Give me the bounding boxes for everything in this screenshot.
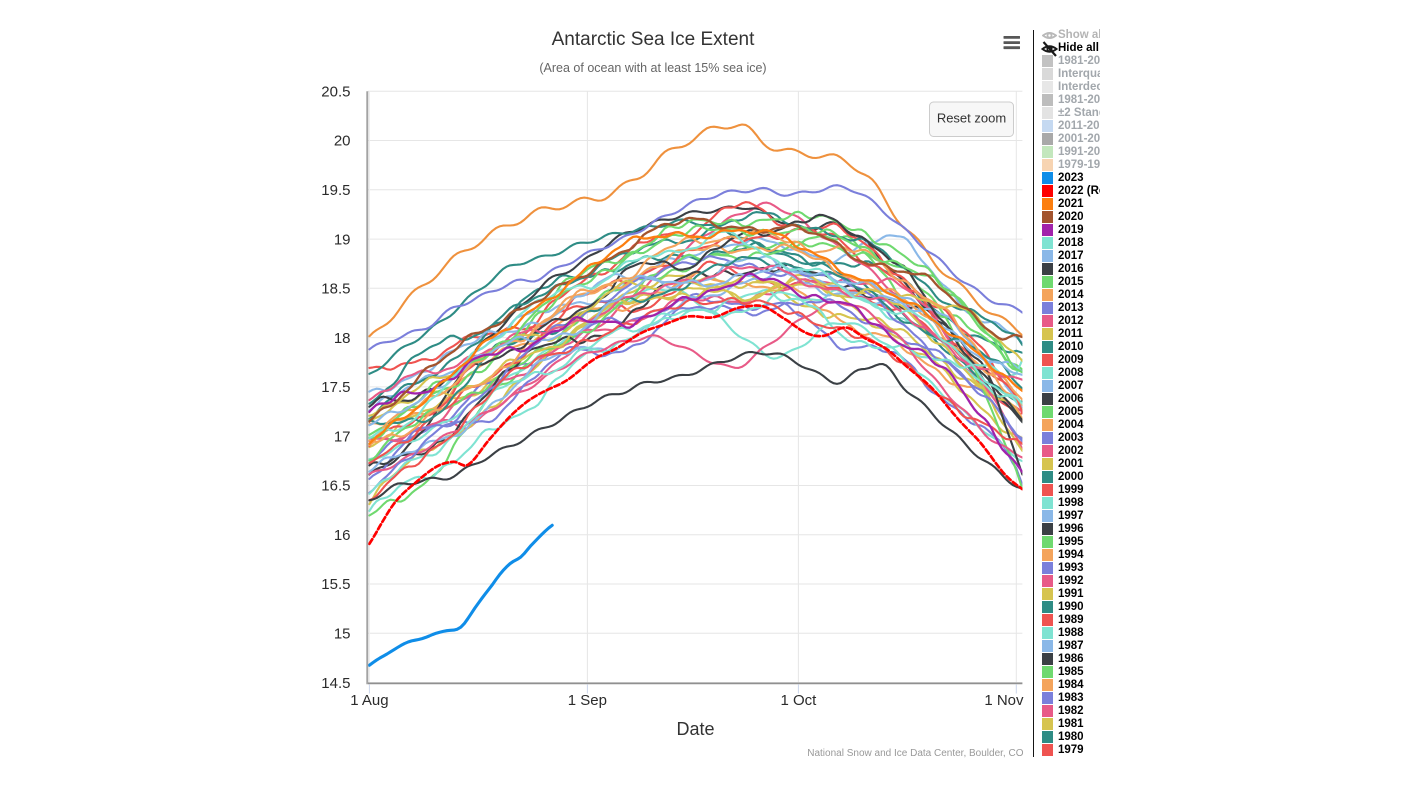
- svg-text:1 Nov: 1 Nov: [984, 692, 1024, 709]
- svg-text:1 Oct: 1 Oct: [780, 692, 817, 709]
- svg-text:Antarctic Sea Ice Extent: Antarctic Sea Ice Extent: [552, 29, 755, 50]
- svg-text:16.5: 16.5: [321, 478, 350, 495]
- svg-text:20.5: 20.5: [321, 83, 350, 100]
- svg-text:18: 18: [334, 330, 351, 347]
- svg-text:18.5: 18.5: [321, 281, 350, 298]
- svg-text:Date: Date: [676, 719, 714, 739]
- svg-text:National Snow and Ice Data Cen: National Snow and Ice Data Center, Bould…: [807, 748, 1023, 759]
- svg-text:19.5: 19.5: [321, 182, 350, 199]
- svg-text:Reset zoom: Reset zoom: [937, 111, 1006, 126]
- svg-text:17: 17: [334, 428, 351, 445]
- svg-text:14.5: 14.5: [321, 675, 350, 692]
- svg-text:1 Aug: 1 Aug: [350, 692, 388, 709]
- svg-text:(Area of ocean with at least 1: (Area of ocean with at least 15% sea ice…: [539, 61, 766, 75]
- svg-text:15: 15: [334, 626, 351, 643]
- svg-text:1 Sep: 1 Sep: [568, 692, 607, 709]
- svg-text:19: 19: [334, 231, 351, 248]
- svg-text:17.5: 17.5: [321, 379, 350, 396]
- svg-text:15.5: 15.5: [321, 576, 350, 593]
- svg-text:20: 20: [334, 133, 351, 150]
- svg-text:16: 16: [334, 527, 351, 544]
